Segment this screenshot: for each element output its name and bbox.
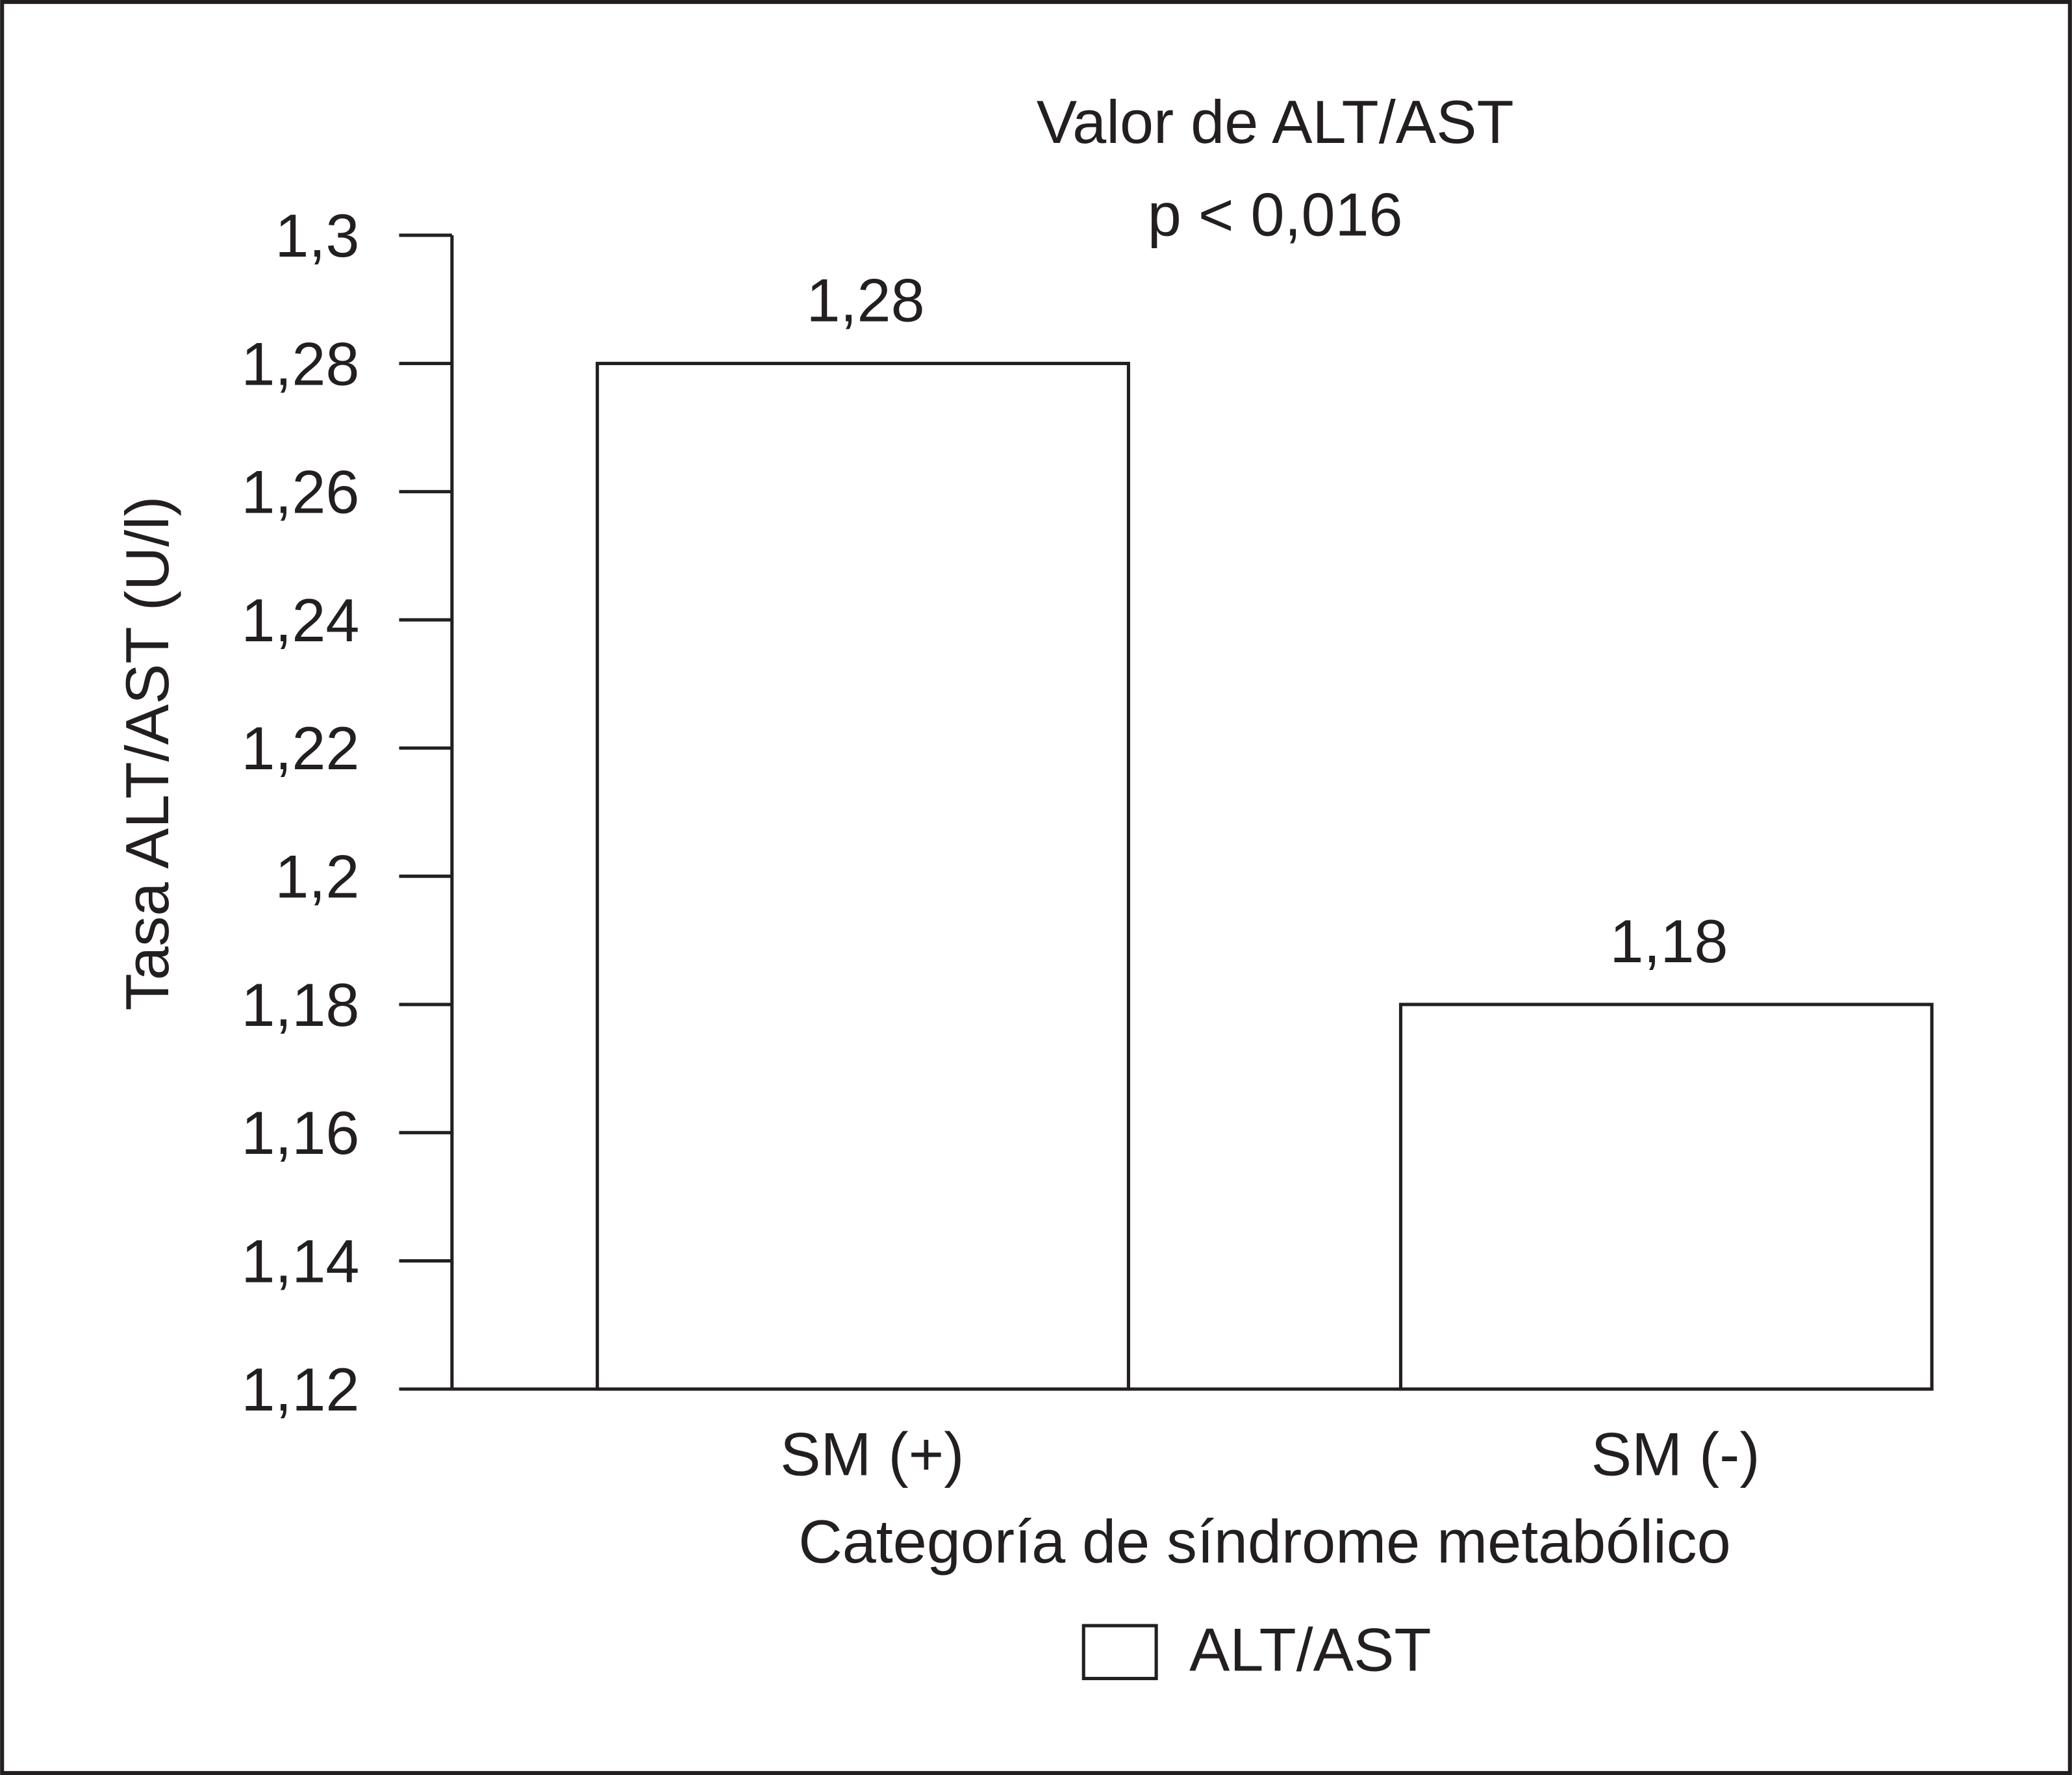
data-label: 1,28 xyxy=(807,266,925,335)
y-tick-label: 1,2 xyxy=(275,843,359,911)
y-axis-label: Tasa ALT/AST (U/l) xyxy=(113,496,181,1011)
bar xyxy=(596,361,1130,1391)
chart-subtitle: p < 0,016 xyxy=(1148,180,1403,248)
chart-title: Valor de ALT/AST xyxy=(1037,88,1514,156)
y-tick-label: 1,26 xyxy=(241,458,359,526)
y-tick-label: 1,12 xyxy=(241,1355,359,1424)
y-tick-label: 1,14 xyxy=(241,1227,359,1296)
y-tick-label: 1,16 xyxy=(241,1099,359,1167)
y-tick-label: 1,3 xyxy=(275,201,359,270)
x-axis-label: Categoría de síndrome metabólico xyxy=(798,1507,1730,1576)
x-tick-label: SM (-) xyxy=(1591,1420,1760,1488)
legend-label: ALT/AST xyxy=(1189,1616,1432,1684)
y-tick-label: 1,22 xyxy=(241,714,359,782)
data-label: 1,18 xyxy=(1610,907,1728,975)
bar xyxy=(1398,1002,1934,1391)
y-tick-label: 1,24 xyxy=(241,586,359,654)
y-tick-label: 1,28 xyxy=(241,329,359,398)
x-tick-label: SM (+) xyxy=(780,1420,964,1488)
legend-swatch xyxy=(1081,1624,1158,1681)
y-tick-label: 1,18 xyxy=(241,971,359,1039)
